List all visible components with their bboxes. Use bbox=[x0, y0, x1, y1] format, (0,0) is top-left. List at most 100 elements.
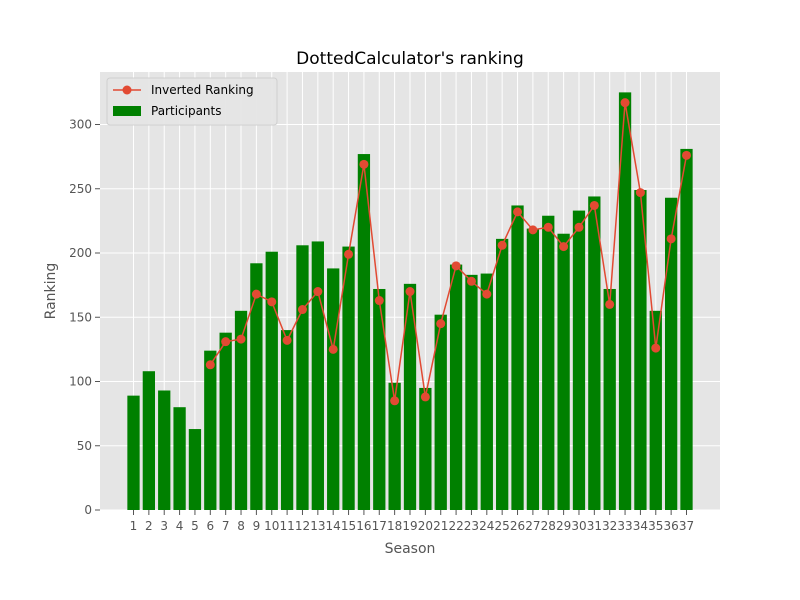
legend-bar-swatch bbox=[113, 106, 141, 116]
x-tick-label: 6 bbox=[206, 519, 214, 533]
x-tick-label: 31 bbox=[587, 519, 602, 533]
x-tick-label: 27 bbox=[525, 519, 540, 533]
bars bbox=[127, 92, 693, 511]
line-point bbox=[635, 188, 645, 198]
line-point bbox=[651, 343, 661, 353]
x-tick-label: 12 bbox=[295, 519, 310, 533]
line-point bbox=[482, 289, 492, 299]
x-tick-label: 19 bbox=[402, 519, 417, 533]
bar bbox=[634, 190, 647, 510]
bar bbox=[250, 263, 263, 510]
chart-title: DottedCalculator's ranking bbox=[296, 49, 524, 69]
x-tick-label: 37 bbox=[679, 519, 694, 533]
line-point bbox=[297, 305, 307, 315]
bar bbox=[204, 350, 217, 510]
x-tick-label: 20 bbox=[418, 519, 433, 533]
y-axis-label: Ranking bbox=[43, 263, 59, 320]
x-tick-label: 3 bbox=[160, 519, 168, 533]
y-tick-label: 0 bbox=[84, 503, 92, 517]
legend-label-bar: Participants bbox=[151, 104, 222, 118]
y-tick-label: 150 bbox=[69, 310, 92, 324]
x-tick-label: 14 bbox=[326, 519, 341, 533]
x-tick-label: 4 bbox=[176, 519, 184, 533]
y-tick-label: 200 bbox=[69, 246, 92, 260]
bar bbox=[542, 215, 555, 511]
legend-label-line: Inverted Ranking bbox=[151, 83, 254, 97]
x-tick-label: 23 bbox=[464, 519, 479, 533]
line-point bbox=[359, 159, 369, 169]
x-tick-label: 33 bbox=[617, 519, 632, 533]
bar bbox=[296, 245, 309, 511]
bar bbox=[265, 251, 278, 510]
x-tick-label: 36 bbox=[663, 519, 678, 533]
bar bbox=[158, 390, 171, 510]
line-point bbox=[405, 287, 415, 297]
bar bbox=[649, 310, 662, 510]
bar bbox=[188, 429, 202, 510]
y-axis-ticks: 0 50 100 150 200 250 300 bbox=[69, 118, 100, 517]
bar bbox=[449, 264, 463, 510]
x-tick-label: 1 bbox=[130, 519, 138, 533]
x-tick-label: 2 bbox=[145, 519, 153, 533]
x-tick-label: 18 bbox=[387, 519, 402, 533]
line-path bbox=[209, 102, 688, 401]
line-point bbox=[451, 261, 461, 271]
x-axis-ticks: 1 2 3 4 5 6 7 8 9 10 11 12 13 14 15 16 17 18 19 20 21 22 23 24 2… bbox=[130, 510, 694, 533]
line-point bbox=[374, 296, 384, 306]
line-point bbox=[221, 337, 231, 347]
bar bbox=[526, 228, 540, 510]
x-tick-label: 24 bbox=[479, 519, 494, 533]
line-point bbox=[205, 360, 215, 370]
x-tick-label: 21 bbox=[433, 519, 448, 533]
legend: Inverted Ranking Participants bbox=[106, 77, 278, 126]
y-tick-label: 50 bbox=[77, 439, 92, 453]
line-point bbox=[513, 207, 523, 217]
legend-marker-swatch bbox=[122, 85, 132, 95]
line-point bbox=[574, 222, 584, 232]
y-tick-label: 100 bbox=[69, 375, 92, 389]
x-tick-label: 35 bbox=[648, 519, 663, 533]
bar bbox=[557, 233, 570, 510]
bar bbox=[465, 274, 478, 510]
bar bbox=[588, 196, 601, 510]
bar bbox=[618, 92, 632, 510]
line-point bbox=[251, 289, 261, 299]
line-point bbox=[559, 242, 569, 252]
line-point bbox=[344, 249, 354, 259]
line-point bbox=[313, 287, 323, 297]
x-tick-label: 10 bbox=[264, 519, 279, 533]
x-tick-label: 7 bbox=[222, 519, 230, 533]
line-point bbox=[543, 222, 553, 232]
x-tick-label: 22 bbox=[448, 519, 463, 533]
bar bbox=[419, 387, 432, 510]
line-point bbox=[436, 319, 446, 329]
x-tick-label: 11 bbox=[279, 519, 294, 533]
bar bbox=[434, 314, 447, 510]
x-tick-label: 26 bbox=[510, 519, 525, 533]
line-series bbox=[205, 98, 691, 406]
line-point bbox=[589, 200, 599, 210]
x-tick-label: 5 bbox=[191, 519, 199, 533]
line-point bbox=[282, 335, 292, 345]
x-tick-label: 34 bbox=[633, 519, 648, 533]
bar bbox=[357, 154, 371, 510]
bar bbox=[480, 273, 493, 510]
bar bbox=[572, 210, 586, 510]
x-tick-label: 15 bbox=[341, 519, 356, 533]
line-point bbox=[605, 299, 615, 309]
x-tick-label: 8 bbox=[237, 519, 245, 533]
legend-box bbox=[106, 77, 278, 126]
bar bbox=[327, 268, 340, 510]
bar bbox=[496, 238, 509, 511]
line-point bbox=[666, 234, 676, 244]
bar bbox=[664, 197, 678, 510]
bar bbox=[234, 310, 248, 510]
line-point bbox=[267, 297, 277, 307]
line-point bbox=[682, 150, 691, 160]
x-tick-label: 16 bbox=[356, 519, 371, 533]
bar bbox=[311, 241, 324, 510]
bar bbox=[680, 148, 693, 511]
x-tick-label: 29 bbox=[556, 519, 571, 533]
line-point bbox=[528, 225, 538, 235]
line-point bbox=[328, 344, 338, 354]
